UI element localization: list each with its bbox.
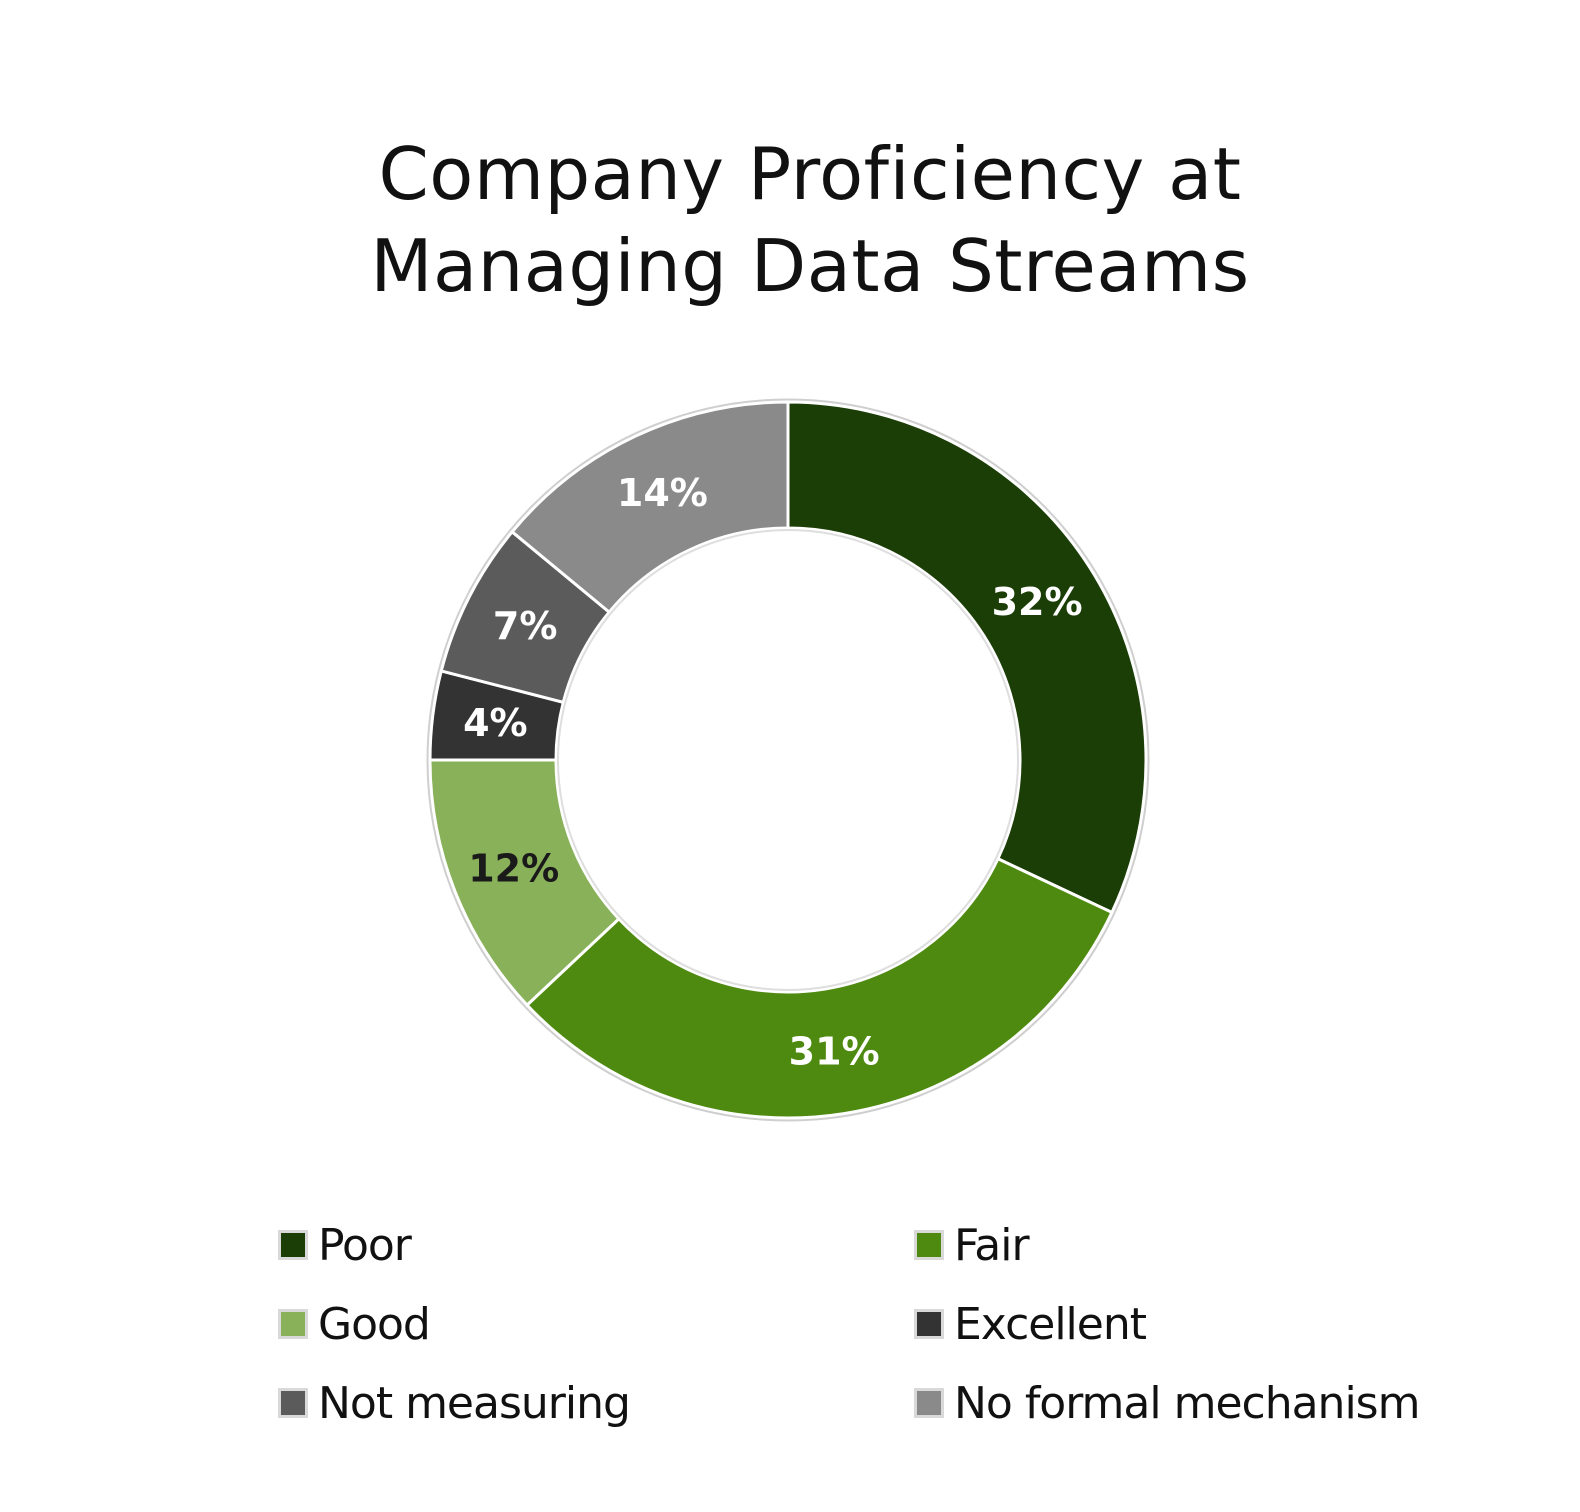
legend-item-excellent: Excellent [914,1294,1478,1354]
legend-swatch-no-formal-mechanism [914,1388,944,1418]
legend-swatch-excellent [914,1309,944,1339]
slice-fair [524,856,1114,1120]
legend-item-no-formal-mechanism: No formal mechanism [914,1373,1478,1433]
data-label-excellent: 4% [463,701,528,745]
slice-no-formal-mechanism [510,400,790,615]
data-label-not-measuring: 7% [493,604,558,648]
legend-swatch-fair [914,1230,944,1260]
legend-label-excellent: Excellent [954,1298,1147,1350]
data-label-good: 12% [468,847,559,891]
legend-item-fair: Fair [914,1215,1478,1275]
chart-title: Company Proficiency at Managing Data Str… [0,128,1580,312]
legend-label-not-measuring: Not measuring [318,1377,631,1429]
data-label-fair: 31% [789,1029,880,1073]
donut-inner-ring [557,529,1019,991]
data-label-no-formal-mechanism: 14% [617,471,708,515]
donut-outer-ring [426,398,1150,1122]
data-label-poor: 32% [992,580,1083,624]
legend-item-good: Good [278,1294,914,1354]
legend-label-poor: Poor [318,1219,412,1271]
legend-label-no-formal-mechanism: No formal mechanism [954,1377,1420,1429]
slice-poor [786,400,1148,915]
chart-legend: Poor Fair Good Excellent Not measuring N… [278,1215,1478,1452]
legend-label-fair: Fair [954,1219,1030,1271]
legend-item-not-measuring: Not measuring [278,1373,914,1433]
legend-swatch-not-measuring [278,1388,308,1418]
chart-title-line-1: Company Proficiency at [378,132,1242,216]
legend-item-poor: Poor [278,1215,914,1275]
chart-title-line-2: Managing Data Streams [370,224,1250,308]
legend-label-good: Good [318,1298,431,1350]
legend-swatch-poor [278,1230,308,1260]
legend-swatch-good [278,1309,308,1339]
